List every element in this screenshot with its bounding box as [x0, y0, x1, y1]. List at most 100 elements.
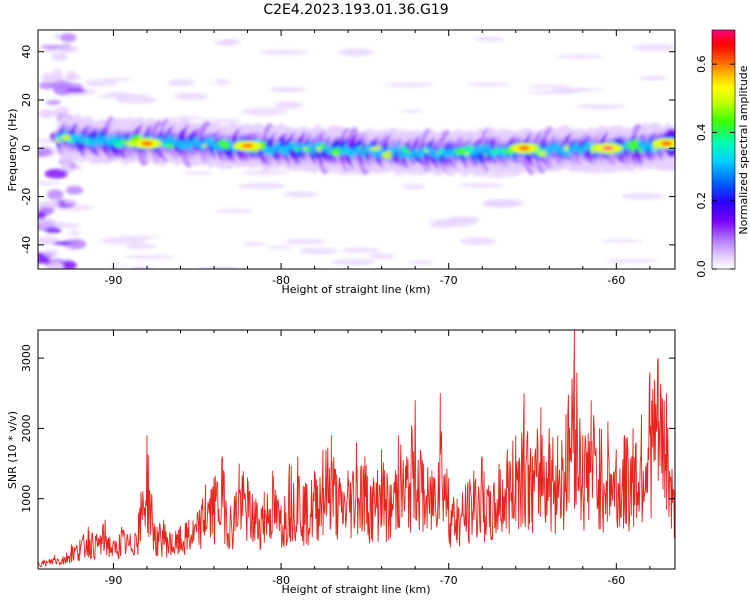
spectrogram-faint-blob	[84, 78, 118, 87]
spectrogram-faint-blob	[123, 255, 177, 259]
colorbar-gradient	[711, 29, 736, 270]
spectrogram-edge-blob	[60, 159, 72, 170]
spectrogram-faint-blob	[312, 59, 350, 65]
spectrogram-faint-blob	[641, 203, 675, 208]
spectrogram-hotspot	[602, 146, 614, 151]
spectrogram-faint-blob	[259, 49, 309, 56]
spectrogram-faint-blob	[344, 30, 381, 38]
spectrogram-faint-blob	[38, 181, 60, 185]
spectrogram-faint-blob	[384, 82, 435, 87]
spectrogram-x-label: Height of straight line (km)	[281, 283, 430, 296]
spectrogram-faint-blob	[211, 236, 238, 243]
spectrogram-faint-blob	[131, 266, 155, 269]
spectrogram-faint-blob	[402, 183, 426, 190]
spectrogram-faint-blob	[259, 205, 311, 214]
snr-x-tick-label: -70	[440, 574, 458, 587]
spectrogram-faint-blob	[129, 230, 159, 237]
spectrogram-faint-blob	[99, 236, 148, 245]
spectrogram-faint-blob	[174, 92, 208, 101]
spectrogram-y-label: Frequency (Hz)	[6, 109, 19, 192]
spectrogram-faint-blob	[408, 260, 434, 265]
spectrogram-y-tick-label: 20	[20, 93, 33, 107]
spectrogram-faint-blob	[583, 93, 617, 100]
figure-title: C2E4.2023.193.01.36.G19	[263, 2, 448, 18]
snr-x-ticks: -90 -80 -70 -60	[104, 330, 651, 587]
spectrogram-faint-blob	[409, 238, 446, 243]
spectrogram-faint-blob	[75, 251, 106, 255]
spectrogram-faint-blob	[334, 254, 371, 259]
colorbar-tick-label: 0.2	[695, 192, 708, 210]
snr-series	[38, 330, 675, 567]
spectrogram-edge-blob	[38, 81, 56, 90]
spectrogram-faint-blob	[264, 231, 294, 236]
spectrogram-faint-blob	[241, 242, 268, 246]
spectrogram-faint-blob	[238, 182, 286, 190]
spectrogram-edge-blob	[38, 257, 50, 264]
spectrogram-faint-blob	[241, 107, 287, 116]
spectrogram-faint-blob	[437, 247, 478, 255]
spectrogram-hotspot	[241, 143, 254, 148]
spectrogram-faint-blob	[632, 44, 675, 51]
spectrogram-faint-blob	[467, 82, 512, 87]
spectrogram-y-tick-label: 40	[20, 45, 33, 59]
spectrogram-faint-blob	[258, 76, 306, 84]
spectrogram-faint-blob	[132, 65, 177, 72]
spectrogram-edge-blob	[63, 199, 79, 205]
snr-frame	[37, 329, 676, 570]
spectrogram-edge-blob	[41, 73, 57, 81]
spectrogram-faint-blob	[338, 48, 374, 57]
spectrogram-faint-blob	[81, 261, 128, 269]
spectrogram-faint-blob	[647, 109, 675, 114]
spectrogram-edge-blob	[53, 241, 75, 245]
spectrogram-faint-blob	[639, 75, 668, 81]
spectrogram-edge-blob	[48, 260, 64, 269]
spectrogram-edge-blob	[38, 217, 58, 229]
spectrogram-faint-blob	[433, 200, 457, 209]
colorbar: 0.0 0.2 0.4 0.6 Normalized spectral amplitu…	[695, 29, 750, 278]
spectrogram-edge-blob	[65, 185, 84, 195]
spectrogram-frame	[37, 29, 676, 270]
spectrogram-faint-blob	[340, 247, 381, 253]
spectrogram-faint-blob	[193, 183, 239, 190]
spectrogram-hotspot	[660, 141, 673, 146]
spectrogram-faint-blob	[488, 233, 535, 242]
spectrogram-edge-blob	[51, 52, 68, 62]
spectrogram-faint-blob	[375, 261, 408, 266]
spectrogram-edge-blob	[44, 47, 59, 53]
spectrogram-edge-blob	[46, 189, 64, 200]
snr-panel: -90 -80 -70 -60 1000 2000 3000 Height of stra…	[6, 329, 676, 596]
spectrogram-faint-blob	[521, 98, 562, 102]
spectrogram-faint-blob	[628, 188, 665, 195]
spectrogram-faint-blob	[459, 236, 497, 246]
spectrogram-edge-blob	[44, 227, 62, 234]
spectrogram-panel: -90 -80 -70 -60 -40 -20 0 20 40 Height of strai…	[6, 29, 676, 296]
spectrogram-faint-blob	[599, 239, 643, 243]
spectrogram-faint-blob	[526, 84, 571, 89]
spectrogram-faint-blob	[196, 266, 241, 269]
spectrogram-faint-blob	[208, 228, 239, 236]
spectrogram-faint-blob	[575, 104, 627, 109]
spectrogram-edge-blob	[40, 109, 53, 119]
spectrogram-edge-blob	[40, 205, 55, 215]
spectrogram-edge-blob	[38, 211, 46, 220]
spectrogram-faint-blob	[126, 105, 174, 111]
spectrogram-faint-blob	[299, 88, 352, 96]
spectrogram-edge-blob	[38, 200, 61, 208]
spectrogram-x-tick-label: -80	[272, 274, 290, 287]
spectrogram-faint-blob	[570, 69, 617, 75]
spectrogram-faint-blob	[125, 243, 157, 250]
spectrogram-faint-blob	[527, 90, 580, 94]
spectrogram-edge-blob	[57, 46, 79, 53]
snr-line	[38, 330, 675, 567]
spectrogram-faint-blob	[229, 100, 280, 105]
spectrogram-faint-blob	[605, 226, 644, 232]
spectrogram-y-tick-label: -20	[20, 188, 33, 206]
spectrogram-faint-blob	[283, 191, 319, 198]
spectrogram-faint-blob	[498, 88, 524, 95]
spectrogram-x-tick-label: -90	[104, 274, 122, 287]
snr-y-tick-label: 3000	[20, 344, 33, 372]
spectrogram-faint-blob	[369, 253, 395, 260]
spectrogram-faint-blob	[159, 211, 210, 219]
spectrogram-hotspot	[518, 146, 530, 151]
